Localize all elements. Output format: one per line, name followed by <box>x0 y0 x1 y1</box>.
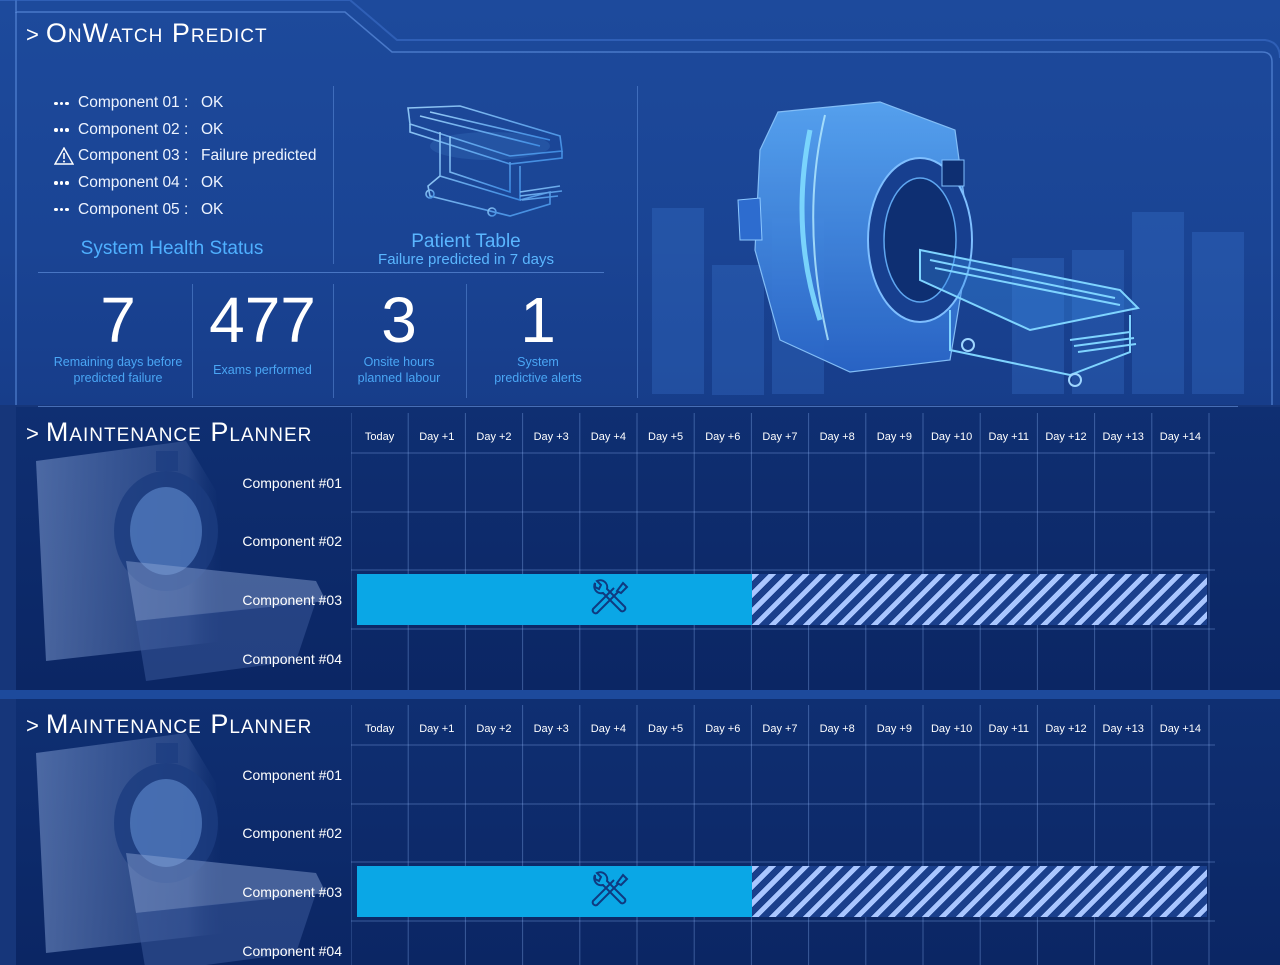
row-label-component-02: Component #02 <box>242 825 342 841</box>
maintenance-window-bar[interactable] <box>357 574 752 625</box>
row-label-component-03: Component #03 <box>242 884 342 900</box>
day-header: Day +10 <box>930 723 973 735</box>
health-item-component-01: Component 01 : OK <box>54 90 334 117</box>
day-header: Day +8 <box>819 723 855 735</box>
planner-title: > Maintenance Planner <box>26 709 313 739</box>
wrench-screwdriver-icon <box>591 871 629 907</box>
health-item-component-05: Component 05 : OK <box>54 196 334 223</box>
day-header: Today <box>364 723 395 735</box>
app-title: > OnWatch Predict <box>26 18 268 48</box>
divider <box>38 406 1238 407</box>
day-header: Day +2 <box>476 723 512 735</box>
day-header: Day +7 <box>762 723 798 735</box>
stat-onsite-hours: 3 Onsite hours planned labour <box>357 284 441 385</box>
day-header: Day +13 <box>1102 723 1144 735</box>
health-caption: System Health Status <box>80 238 264 259</box>
day-header: Day +12 <box>1045 723 1087 735</box>
row-label-component-01: Component #01 <box>242 475 342 491</box>
health-status-list: Component 01 : OK Component 02 : OK Comp… <box>54 90 334 223</box>
dots-icon <box>54 128 78 132</box>
status-text: OK <box>201 200 224 218</box>
dots-icon <box>54 181 78 185</box>
day-header: Day +4 <box>590 723 626 735</box>
day-header: Day +2 <box>476 431 512 443</box>
divider <box>38 272 604 273</box>
stat-remaining-days: 7 Remaining days before predicted failur… <box>53 284 183 385</box>
divider <box>466 284 467 398</box>
day-header: Day +1 <box>419 723 455 735</box>
stat-exams-performed: 477 Exams performed <box>209 284 316 377</box>
day-header: Day +5 <box>648 431 684 443</box>
failure-risk-bar[interactable] <box>752 574 1207 625</box>
row-label-component-04: Component #04 <box>242 943 342 959</box>
patient-table-image <box>407 105 563 217</box>
divider <box>333 284 334 398</box>
status-text: OK <box>201 120 224 138</box>
gantt-gridlines <box>351 413 1215 690</box>
day-header: Day +12 <box>1045 431 1087 443</box>
patient-table-subtitle: Failure predicted in 7 days <box>378 251 554 268</box>
patient-table-title: Patient Table <box>411 231 521 252</box>
day-header: Day +3 <box>533 431 569 443</box>
status-text: OK <box>201 174 224 192</box>
day-header: Day +1 <box>419 431 455 443</box>
mri-scanner-image <box>652 101 1244 395</box>
warning-icon <box>54 147 78 166</box>
stat-predictive-alerts: 1 System predictive alerts <box>494 284 582 385</box>
day-header: Day +9 <box>876 723 912 735</box>
row-label-component-01: Component #01 <box>242 767 342 783</box>
gantt-grid: Today Day +1 Day +2 Day +3 Day +4 Day +5… <box>351 407 1215 690</box>
planner-title: > Maintenance Planner <box>26 417 313 447</box>
day-header: Day +14 <box>1159 723 1202 735</box>
day-header: Day +6 <box>705 723 741 735</box>
day-header: Day +14 <box>1159 431 1202 443</box>
gantt-grid: Today Day +1 Day +2 Day +3 Day +4 Day +5… <box>351 699 1215 965</box>
day-header: Day +6 <box>705 431 741 443</box>
maintenance-planner: > Maintenance Planner Component #01 Compo… <box>16 699 1280 965</box>
gantt-gridlines <box>351 705 1215 965</box>
failure-risk-bar[interactable] <box>752 866 1207 917</box>
health-item-component-02: Component 02 : OK <box>54 117 334 144</box>
system-overview-panel: > OnWatch Predict Component 01 : OK Compo… <box>0 0 1280 407</box>
divider <box>333 86 334 264</box>
health-item-component-03: Component 03 : Failure predicted <box>54 143 334 170</box>
day-header: Day +7 <box>762 431 798 443</box>
chevron-right-icon: > <box>26 22 40 47</box>
divider <box>637 86 638 398</box>
day-header: Day +8 <box>819 431 855 443</box>
row-label-component-03: Component #03 <box>242 592 342 608</box>
section-separator <box>0 690 1280 699</box>
maintenance-planner: > Maintenance Planner Component #01 Compo… <box>16 407 1280 690</box>
health-item-component-04: Component 04 : OK <box>54 170 334 197</box>
wrench-screwdriver-icon <box>591 579 629 615</box>
day-header: Day +3 <box>533 723 569 735</box>
day-header: Day +9 <box>876 431 912 443</box>
divider <box>192 284 193 398</box>
dots-icon <box>54 207 78 212</box>
chevron-right-icon: > <box>26 421 40 446</box>
dots-icon <box>54 101 78 106</box>
row-label-component-02: Component #02 <box>242 533 342 549</box>
day-header: Today <box>364 431 395 443</box>
day-header: Day +13 <box>1102 431 1144 443</box>
status-text: OK <box>201 94 224 112</box>
day-header: Day +10 <box>930 431 973 443</box>
chevron-right-icon: > <box>26 713 40 738</box>
row-label-component-04: Component #04 <box>242 651 342 667</box>
day-header: Day +5 <box>648 723 684 735</box>
mri-scanner-photo <box>36 733 326 965</box>
day-header: Day +4 <box>590 431 626 443</box>
mri-scanner-photo <box>36 441 326 681</box>
status-text: Failure predicted <box>201 147 317 165</box>
day-header: Day +11 <box>988 431 1030 443</box>
day-header: Day +11 <box>988 723 1030 735</box>
maintenance-window-bar[interactable] <box>357 866 752 917</box>
